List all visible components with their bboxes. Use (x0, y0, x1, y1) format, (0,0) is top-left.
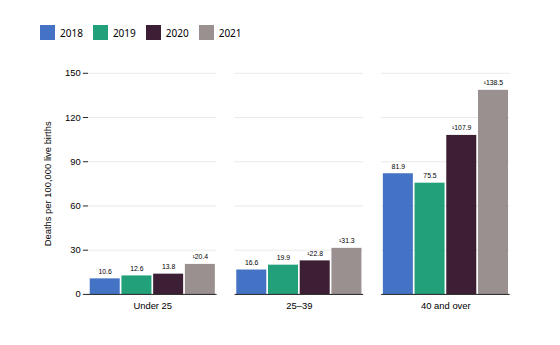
svg-text:81.9: 81.9 (392, 163, 406, 170)
svg-text:60: 60 (70, 200, 80, 211)
svg-text:75.5: 75.5 (423, 172, 437, 179)
svg-text:¹107.9: ¹107.9 (452, 124, 472, 131)
svg-text:16.6: 16.6 (245, 259, 259, 266)
svg-text:120: 120 (65, 112, 81, 123)
svg-text:¹31.3: ¹31.3 (339, 237, 355, 244)
svg-text:¹138.5: ¹138.5 (484, 79, 504, 86)
svg-text:¹22.8: ¹22.8 (307, 250, 323, 257)
svg-text:25–39: 25–39 (286, 300, 312, 311)
svg-text:13.8: 13.8 (162, 263, 176, 270)
html-text:2018: 2018 (60, 25, 83, 40)
svg-text:90: 90 (70, 156, 80, 167)
svg-text:19.9: 19.9 (277, 254, 291, 261)
svg-text:Under 25: Under 25 (133, 300, 172, 311)
svg-text:150: 150 (65, 67, 81, 78)
svg-text:40 and over: 40 and over (421, 300, 471, 311)
html-text:2021: 2021 (218, 25, 242, 40)
svg-text:30: 30 (70, 244, 80, 255)
svg-text:Deaths per 100,000 live births: Deaths per 100,000 live births (42, 121, 53, 246)
svg-text:0: 0 (75, 288, 80, 299)
svg-text:¹20.4: ¹20.4 (192, 253, 208, 260)
svg-text:12.6: 12.6 (130, 265, 144, 272)
html-text:2019: 2019 (112, 25, 136, 40)
svg-text:10.6: 10.6 (98, 268, 112, 275)
html-text:2020: 2020 (165, 25, 189, 40)
